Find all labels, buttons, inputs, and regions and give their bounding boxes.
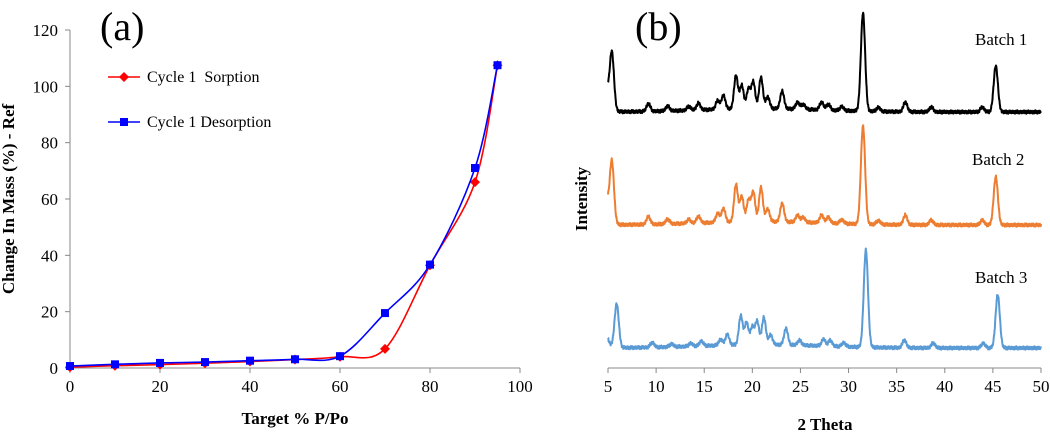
panel-b: (b) 5 10 15 20 25 30 35 40 45 50 2 Theta Intensit…: [572, 4, 1050, 434]
panel-b-y-axis-title: Intensity: [572, 166, 591, 231]
a-point-desorption: [381, 309, 389, 318]
b-x-tick-label: 30: [840, 377, 857, 396]
panel-b-x-ticks: 5 10 15 20 25 30 35 40 45 50: [604, 368, 1050, 396]
a-x-tick-label: 0: [66, 377, 75, 396]
b-x-tick-label: 35: [888, 377, 905, 396]
a-point-desorption: [471, 164, 479, 173]
a-x-tick-label: 20: [152, 377, 169, 396]
a-point-desorption: [246, 356, 254, 365]
a-point-desorption: [201, 358, 209, 367]
a-point-sorption: [470, 177, 480, 188]
b-x-tick-label: 5: [604, 377, 613, 396]
legend-label-sorption: Cycle 1 Sorption: [147, 69, 259, 86]
b-trace-batch-1: [607, 11, 1042, 115]
a-point-desorption: [156, 358, 164, 367]
legend-marker-sorption: [119, 72, 129, 82]
panel-b-label: (b): [635, 4, 682, 49]
panel-a-label: (a): [100, 4, 144, 49]
a-point-desorption: [493, 61, 502, 70]
panel-b-series: [607, 11, 1042, 351]
batch-2-label: Batch 2: [972, 150, 1024, 169]
a-y-tick-label: 100: [33, 77, 59, 96]
panel-a-x-axis-title: Target % P/Po: [241, 409, 348, 428]
a-y-tick-label: 40: [41, 246, 58, 265]
b-x-tick-label: 45: [984, 377, 1001, 396]
panel-b-x-axis-title: 2 Theta: [798, 415, 853, 434]
a-point-sorption: [380, 343, 390, 354]
legend-marker-desorption: [120, 118, 128, 126]
b-x-tick-label: 40: [936, 377, 953, 396]
batch-3-label: Batch 3: [975, 268, 1027, 287]
a-y-tick-label: 20: [41, 303, 58, 322]
a-x-tick-label: 60: [332, 377, 349, 396]
a-x-tick-label: 40: [242, 377, 259, 396]
b-x-tick-label: 15: [696, 377, 713, 396]
a-point-desorption: [426, 260, 434, 269]
panel-a-x-ticks: 0 20 40 60 80 100: [66, 368, 533, 396]
a-x-tick-label: 100: [507, 377, 533, 396]
b-x-tick-label: 25: [792, 377, 809, 396]
b-trace-batch-3: [607, 247, 1042, 351]
b-x-tick-label: 20: [744, 377, 761, 396]
a-point-desorption: [111, 360, 119, 369]
a-point-desorption: [336, 352, 344, 361]
a-y-tick-label: 80: [41, 134, 58, 153]
panel-a-y-ticks: 0 20 40 60 80 100 120: [33, 21, 70, 378]
legend-label-desorption: Cycle 1 Desorption: [147, 114, 271, 131]
panel-a-series: [65, 60, 503, 373]
a-x-tick-label: 80: [422, 377, 439, 396]
b-x-tick-label: 50: [1033, 377, 1050, 396]
batch-1-label: Batch 1: [975, 30, 1027, 49]
panel-a-legend: Cycle 1 Sorption Cycle 1 Desorption: [108, 69, 271, 131]
a-y-tick-label: 60: [41, 190, 58, 209]
a-point-desorption: [66, 362, 74, 371]
a-series-line-2: [69, 65, 499, 367]
a-y-tick-label: 120: [33, 21, 59, 40]
panel-a: (a) 0 20 40 60 80 100 0 20 40 60 80 100 120 Target …: [0, 4, 533, 428]
a-y-tick-label: 0: [50, 359, 59, 378]
a-series-line-1: [69, 65, 499, 368]
b-trace-batch-2: [607, 124, 1042, 228]
panel-a-y-axis-title: Change In Mass (%) - Ref: [0, 104, 18, 295]
b-x-tick-label: 10: [648, 377, 665, 396]
a-point-desorption: [291, 355, 299, 364]
